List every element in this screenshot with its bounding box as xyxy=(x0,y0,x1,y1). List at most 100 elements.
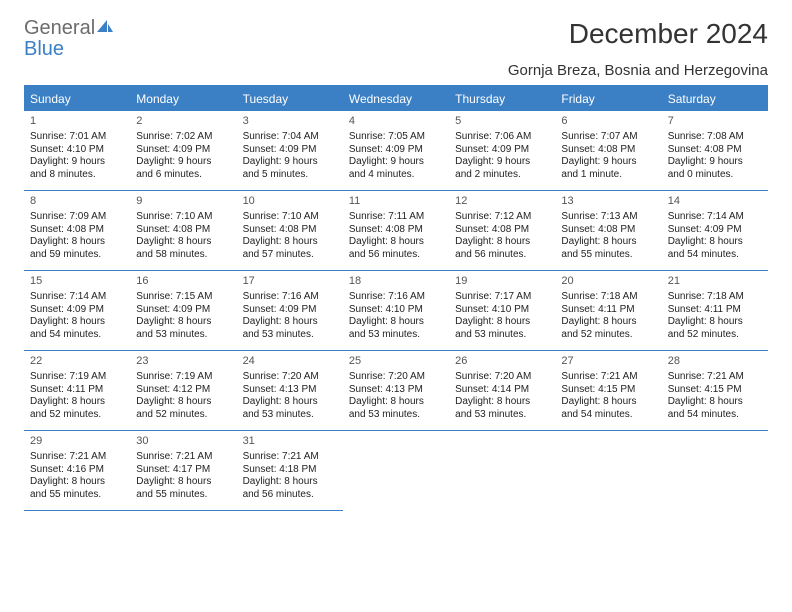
day-info-line: Sunrise: 7:01 AM xyxy=(30,131,124,144)
day-number: 19 xyxy=(455,275,549,289)
day-info-line: Daylight: 9 hours xyxy=(349,156,443,169)
day-number: 14 xyxy=(668,195,762,209)
calendar-cell: 31Sunrise: 7:21 AMSunset: 4:18 PMDayligh… xyxy=(237,431,343,511)
day-info-line: Sunrise: 7:20 AM xyxy=(349,371,443,384)
day-info-line: Sunset: 4:08 PM xyxy=(243,224,337,237)
brand-logo: General Blue xyxy=(24,18,115,60)
calendar-cell: 24Sunrise: 7:20 AMSunset: 4:13 PMDayligh… xyxy=(237,351,343,431)
calendar-cell: 16Sunrise: 7:15 AMSunset: 4:09 PMDayligh… xyxy=(130,271,236,351)
day-number: 26 xyxy=(455,355,549,369)
day-info-line: Sunrise: 7:15 AM xyxy=(136,291,230,304)
day-info-line: and 55 minutes. xyxy=(136,489,230,502)
calendar-cell-empty xyxy=(555,431,661,511)
header: General Blue December 2024 xyxy=(24,18,768,60)
day-info-line: Sunrise: 7:20 AM xyxy=(455,371,549,384)
calendar-cell: 17Sunrise: 7:16 AMSunset: 4:09 PMDayligh… xyxy=(237,271,343,351)
day-info-line: Sunrise: 7:21 AM xyxy=(668,371,762,384)
day-info-line: Sunset: 4:09 PM xyxy=(243,144,337,157)
day-info-line: Sunset: 4:08 PM xyxy=(561,144,655,157)
day-number: 20 xyxy=(561,275,655,289)
day-info-line: Sunset: 4:15 PM xyxy=(561,384,655,397)
day-info-line: and 6 minutes. xyxy=(136,169,230,182)
day-info-line: and 55 minutes. xyxy=(30,489,124,502)
day-info-line: and 52 minutes. xyxy=(561,329,655,342)
day-header: Friday xyxy=(555,87,661,111)
day-number: 15 xyxy=(30,275,124,289)
day-info-line: Daylight: 8 hours xyxy=(30,396,124,409)
day-info-line: and 54 minutes. xyxy=(561,409,655,422)
day-number: 8 xyxy=(30,195,124,209)
day-info-line: Daylight: 8 hours xyxy=(136,236,230,249)
day-info-line: and 56 minutes. xyxy=(349,249,443,262)
calendar-cell: 1Sunrise: 7:01 AMSunset: 4:10 PMDaylight… xyxy=(24,111,130,191)
day-info-line: Daylight: 9 hours xyxy=(561,156,655,169)
day-info-line: Daylight: 8 hours xyxy=(30,476,124,489)
day-header: Saturday xyxy=(662,87,768,111)
day-info-line: and 54 minutes. xyxy=(668,249,762,262)
day-info-line: Sunrise: 7:17 AM xyxy=(455,291,549,304)
calendar-cell: 30Sunrise: 7:21 AMSunset: 4:17 PMDayligh… xyxy=(130,431,236,511)
day-info-line: Daylight: 8 hours xyxy=(349,236,443,249)
day-info-line: and 58 minutes. xyxy=(136,249,230,262)
day-info-line: and 53 minutes. xyxy=(455,329,549,342)
day-info-line: Sunrise: 7:19 AM xyxy=(30,371,124,384)
day-info-line: Sunrise: 7:07 AM xyxy=(561,131,655,144)
day-info-line: Daylight: 8 hours xyxy=(349,396,443,409)
day-info-line: and 0 minutes. xyxy=(668,169,762,182)
day-info-line: and 54 minutes. xyxy=(30,329,124,342)
day-info-line: Sunset: 4:09 PM xyxy=(30,304,124,317)
day-info-line: Daylight: 9 hours xyxy=(455,156,549,169)
day-info-line: and 53 minutes. xyxy=(349,409,443,422)
page-title: December 2024 xyxy=(569,18,768,50)
day-number: 9 xyxy=(136,195,230,209)
day-number: 3 xyxy=(243,115,337,129)
day-info-line: Sunrise: 7:16 AM xyxy=(243,291,337,304)
day-info-line: and 53 minutes. xyxy=(349,329,443,342)
day-info-line: Sunset: 4:09 PM xyxy=(349,144,443,157)
day-info-line: Sunset: 4:14 PM xyxy=(455,384,549,397)
day-info-line: Sunrise: 7:12 AM xyxy=(455,211,549,224)
calendar-cell: 3Sunrise: 7:04 AMSunset: 4:09 PMDaylight… xyxy=(237,111,343,191)
day-info-line: Daylight: 8 hours xyxy=(668,316,762,329)
day-number: 16 xyxy=(136,275,230,289)
calendar-cell-empty xyxy=(662,431,768,511)
day-number: 4 xyxy=(349,115,443,129)
day-info-line: Sunrise: 7:19 AM xyxy=(136,371,230,384)
day-info-line: Sunrise: 7:04 AM xyxy=(243,131,337,144)
day-number: 6 xyxy=(561,115,655,129)
day-info-line: Sunset: 4:09 PM xyxy=(455,144,549,157)
day-info-line: Sunset: 4:09 PM xyxy=(136,144,230,157)
day-info-line: and 52 minutes. xyxy=(136,409,230,422)
day-info-line: Daylight: 9 hours xyxy=(30,156,124,169)
location-label: Gornja Breza, Bosnia and Herzegovina xyxy=(24,62,768,79)
day-info-line: Sunrise: 7:14 AM xyxy=(668,211,762,224)
day-info-line: Sunrise: 7:16 AM xyxy=(349,291,443,304)
day-info-line: Sunrise: 7:11 AM xyxy=(349,211,443,224)
day-info-line: Sunset: 4:08 PM xyxy=(349,224,443,237)
day-info-line: and 56 minutes. xyxy=(455,249,549,262)
day-info-line: Sunset: 4:08 PM xyxy=(668,144,762,157)
day-info-line: and 8 minutes. xyxy=(30,169,124,182)
sail-icon xyxy=(95,18,115,34)
calendar-cell: 26 Sunrise: 7:20 AMSunset: 4:14 PMDayligh… xyxy=(449,351,555,431)
day-info-line: Sunset: 4:11 PM xyxy=(668,304,762,317)
day-info-line: Sunrise: 7:06 AM xyxy=(455,131,549,144)
day-info-line: and 55 minutes. xyxy=(561,249,655,262)
calendar-cell: 10Sunrise: 7:10 AMSunset: 4:08 PMDayligh… xyxy=(237,191,343,271)
day-info-line: Daylight: 8 hours xyxy=(668,396,762,409)
day-info-line: Sunset: 4:09 PM xyxy=(136,304,230,317)
day-info-line: Daylight: 8 hours xyxy=(668,236,762,249)
day-info-line: Daylight: 8 hours xyxy=(136,396,230,409)
calendar-cell: 8Sunrise: 7:09 AMSunset: 4:08 PMDaylight… xyxy=(24,191,130,271)
day-info-line: Sunrise: 7:21 AM xyxy=(561,371,655,384)
calendar-cell: 21Sunrise: 7:18 AMSunset: 4:11 PMDayligh… xyxy=(662,271,768,351)
day-info-line: Sunrise: 7:05 AM xyxy=(349,131,443,144)
day-info-line: and 53 minutes. xyxy=(243,329,337,342)
day-info-line: Sunrise: 7:02 AM xyxy=(136,131,230,144)
calendar-cell-empty xyxy=(343,431,449,511)
calendar-cell: 7Sunrise: 7:08 AMSunset: 4:08 PMDaylight… xyxy=(662,111,768,191)
calendar-cell: 9Sunrise: 7:10 AMSunset: 4:08 PMDaylight… xyxy=(130,191,236,271)
day-info-line: and 53 minutes. xyxy=(243,409,337,422)
day-info-line: Daylight: 8 hours xyxy=(455,396,549,409)
calendar-cell: 19Sunrise: 7:17 AMSunset: 4:10 PMDayligh… xyxy=(449,271,555,351)
